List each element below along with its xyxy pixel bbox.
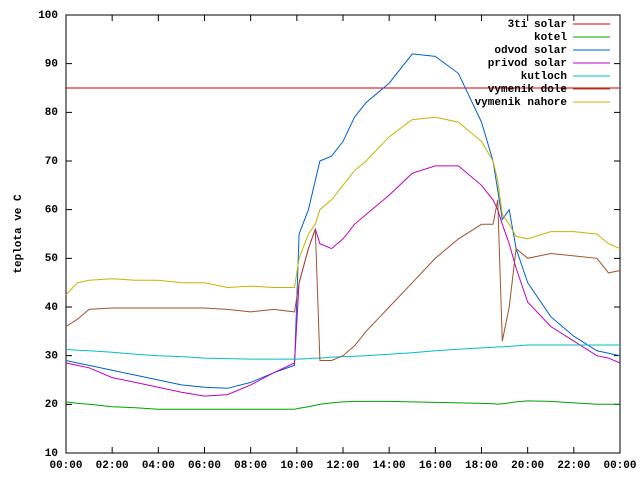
series-line [65,344,620,360]
x-tick-label: 22:00 [557,460,590,472]
y-axis-label: teplota ve C [13,194,25,274]
x-tick-label: 14:00 [373,460,406,472]
x-tick-label: 00:00 [49,460,82,472]
series-line [65,53,621,389]
x-tick-label: 16:00 [419,460,452,472]
x-tick-label: 10:00 [280,460,313,472]
x-tick-label: 12:00 [326,460,359,472]
x-tick-label: 04:00 [142,460,175,472]
x-tick-label: 18:00 [465,460,498,472]
legend-label: 3ti solar [508,19,567,31]
x-tick-label: 20:00 [511,460,544,472]
y-tick-label: 10 [45,448,58,460]
x-tick-label: 02:00 [96,460,129,472]
y-tick-label: 90 [45,59,58,71]
legend-label: vymenik nahore [475,97,568,109]
y-tick-label: 80 [45,107,58,119]
x-tick-label: 00:00 [603,460,636,472]
legend-label: kotel [534,32,567,44]
legend-label: kutloch [521,71,567,83]
series-line [65,165,621,397]
x-tick-label: 08:00 [234,460,267,472]
y-tick-label: 20 [45,399,58,411]
y-tick-label: 50 [45,253,58,265]
y-tick-label: 30 [45,351,58,363]
legend-label: odvod solar [494,45,567,57]
series-line [65,116,621,296]
series-line [65,400,620,410]
y-tick-label: 60 [45,205,58,217]
series-line [65,199,621,361]
legend-label: vymenik dole [488,84,568,96]
legend-label: privod solar [488,58,567,70]
x-tick-label: 06:00 [188,460,221,472]
y-tick-label: 100 [38,10,58,22]
y-tick-label: 40 [45,302,58,314]
y-tick-label: 70 [45,156,58,168]
